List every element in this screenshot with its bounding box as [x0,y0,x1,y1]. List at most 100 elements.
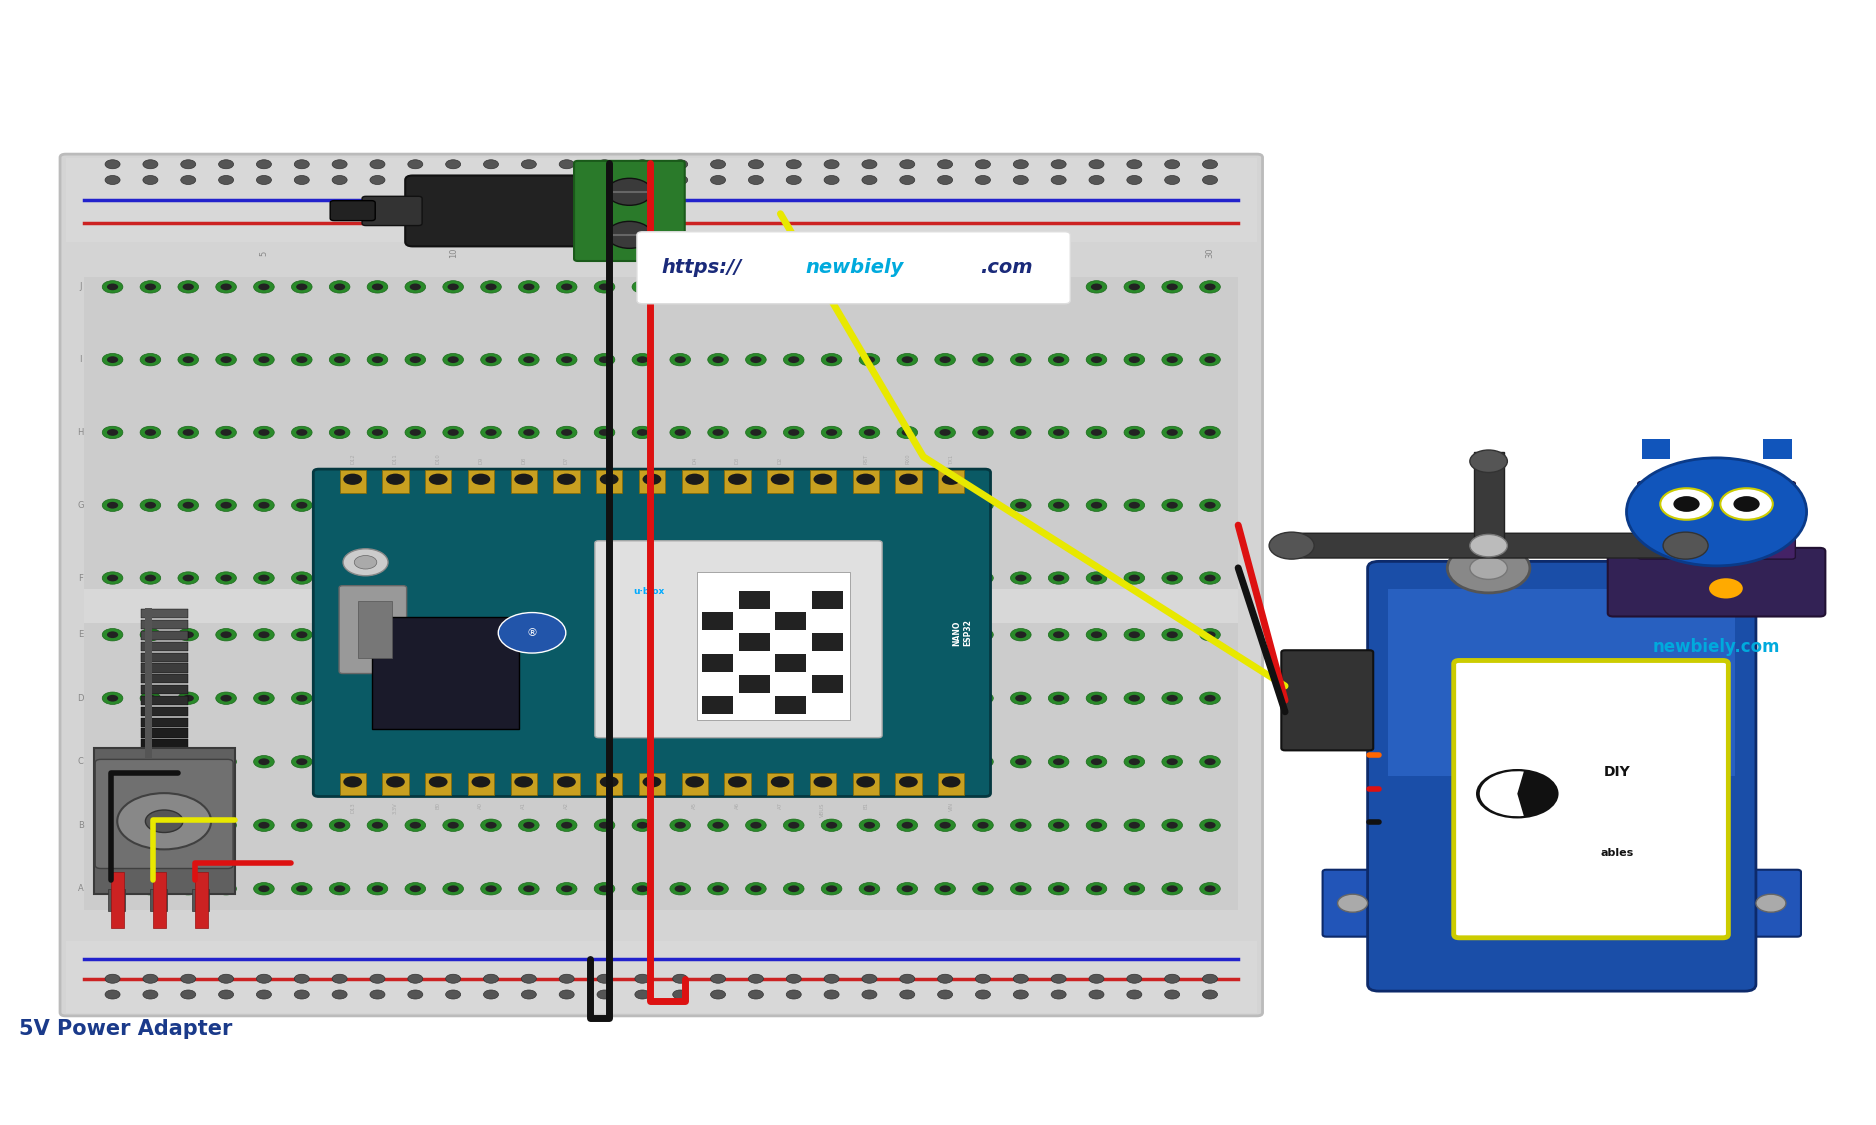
Circle shape [1049,756,1069,768]
Circle shape [1129,631,1141,638]
Circle shape [330,353,351,366]
Circle shape [518,629,538,641]
Circle shape [561,357,572,363]
Circle shape [1161,426,1182,439]
Circle shape [1165,974,1180,983]
Text: D2: D2 [779,456,782,464]
Circle shape [559,176,574,184]
Bar [724,470,750,493]
Circle shape [471,776,490,787]
Circle shape [448,575,460,582]
Circle shape [597,176,612,184]
Circle shape [1124,629,1144,641]
Circle shape [1088,176,1103,184]
Circle shape [523,885,535,892]
Circle shape [788,284,799,290]
Circle shape [144,502,156,508]
Circle shape [103,756,124,768]
Bar [938,470,964,493]
Circle shape [707,353,728,366]
Circle shape [409,575,420,582]
Bar [141,620,188,629]
Text: A0: A0 [478,802,484,809]
Circle shape [1015,695,1026,702]
Circle shape [977,885,989,892]
Circle shape [443,692,463,704]
Circle shape [863,758,874,765]
Circle shape [750,575,762,582]
Circle shape [561,695,572,702]
Circle shape [707,756,728,768]
Circle shape [405,500,426,512]
Circle shape [371,822,383,829]
Circle shape [1011,500,1032,512]
Circle shape [107,885,118,892]
Circle shape [216,353,236,366]
Circle shape [685,776,704,787]
Circle shape [219,176,234,184]
Circle shape [1013,974,1028,983]
Circle shape [334,822,345,829]
Circle shape [1090,429,1101,435]
Circle shape [1204,631,1216,638]
Bar [775,612,807,630]
Circle shape [1201,500,1219,512]
Text: RST: RST [863,453,869,463]
Circle shape [522,990,537,999]
Circle shape [675,695,687,702]
Bar [767,773,794,795]
Circle shape [1015,575,1026,582]
Circle shape [863,284,874,290]
Circle shape [642,474,660,485]
Circle shape [368,692,388,704]
Circle shape [940,758,951,765]
Circle shape [745,882,765,896]
Circle shape [784,629,805,641]
Circle shape [259,695,270,702]
Circle shape [103,819,124,831]
Circle shape [1448,543,1529,593]
Circle shape [934,629,955,641]
Circle shape [1086,692,1107,704]
Circle shape [523,822,535,829]
Circle shape [295,974,310,983]
Bar [141,729,188,738]
Circle shape [561,575,572,582]
Circle shape [1088,990,1103,999]
Bar [702,654,734,673]
Circle shape [332,974,347,983]
Circle shape [253,819,274,831]
Circle shape [1471,534,1506,557]
Text: D12: D12 [351,452,355,463]
Circle shape [1090,885,1101,892]
Bar [193,889,210,911]
Circle shape [1204,284,1216,290]
Circle shape [1049,692,1069,704]
Circle shape [180,176,195,184]
Circle shape [296,429,308,435]
Circle shape [1086,629,1107,641]
Circle shape [557,353,578,366]
Circle shape [670,572,690,584]
Circle shape [713,631,724,638]
Circle shape [291,819,311,831]
Circle shape [814,776,833,787]
Circle shape [902,575,914,582]
Circle shape [368,426,388,439]
Circle shape [518,882,538,896]
Circle shape [514,776,533,787]
Circle shape [670,353,690,366]
FancyBboxPatch shape [340,586,407,674]
Circle shape [942,776,961,787]
Bar [553,470,580,493]
Circle shape [141,692,161,704]
Circle shape [1471,557,1506,579]
Bar [895,773,921,795]
Circle shape [707,572,728,584]
Circle shape [1015,502,1026,508]
Circle shape [632,819,653,831]
Circle shape [749,160,764,169]
Circle shape [480,629,501,641]
Circle shape [745,426,765,439]
Circle shape [675,429,687,435]
